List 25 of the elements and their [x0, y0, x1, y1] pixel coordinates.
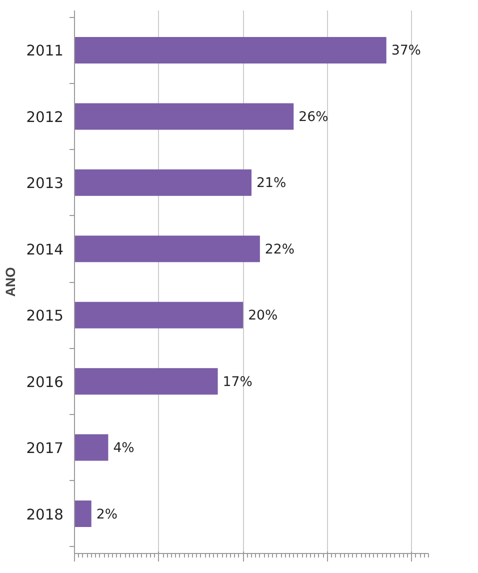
- data-label: 2%: [96, 507, 118, 522]
- data-label: 22%: [264, 242, 295, 258]
- y-tick-label: 2017: [26, 440, 64, 458]
- bar: [74, 500, 92, 528]
- y-tick-label: 2015: [26, 308, 64, 325]
- bar: [74, 103, 294, 130]
- data-label: 20%: [248, 308, 278, 324]
- bar: [74, 236, 260, 262]
- bar: [74, 36, 386, 64]
- data-label: 4%: [113, 441, 134, 456]
- y-axis-title: ANO: [3, 267, 18, 297]
- y-tick-label: 2013: [26, 175, 64, 192]
- bar: [74, 434, 108, 461]
- data-label: 17%: [222, 374, 252, 390]
- bar: [74, 302, 244, 328]
- data-label: 26%: [298, 110, 328, 125]
- bar: [74, 368, 218, 395]
- y-tick-label: 2012: [26, 108, 64, 126]
- y-tick-label: 2016: [26, 374, 64, 391]
- y-tick-label: 2018: [26, 506, 64, 524]
- data-label: 37%: [391, 44, 421, 59]
- bar: [74, 169, 252, 196]
- y-tick-label: 2011: [26, 42, 64, 60]
- data-label: 21%: [256, 176, 286, 192]
- y-tick-label: 2014: [26, 241, 64, 258]
